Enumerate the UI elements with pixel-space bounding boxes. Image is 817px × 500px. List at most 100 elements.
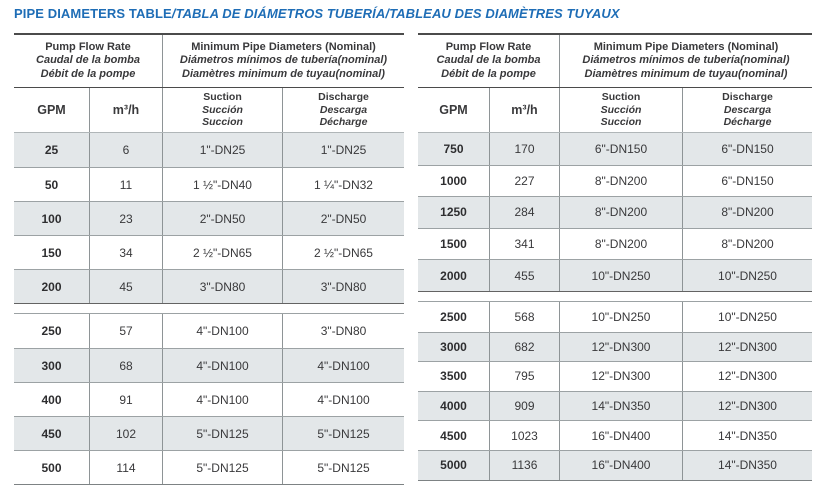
m3h-cell: 1023 bbox=[490, 421, 560, 450]
discharge-cell: 14"-DN350 bbox=[718, 458, 777, 473]
gpm-cell: 150 bbox=[14, 236, 90, 269]
discharge-cell: 4"-DN100 bbox=[317, 392, 370, 407]
m3h-cell: 795 bbox=[490, 362, 560, 391]
table-subheader: GPM m³/h Suction Succión Succion Dischar… bbox=[14, 88, 404, 133]
gpm-column-header: GPM bbox=[418, 88, 490, 132]
discharge-column-header: Discharge Descarga Décharge bbox=[683, 88, 812, 132]
suction-cell: 14"-DN350 bbox=[560, 391, 683, 421]
suction-header-es: Succión bbox=[202, 103, 243, 116]
table-row: 200 45 3"-DN80 3"-DN80 bbox=[14, 269, 404, 303]
suction-cell: 4"-DN100 bbox=[163, 349, 283, 382]
table-row: 750 170 6"-DN150 6"-DN150 bbox=[418, 133, 812, 165]
gpm-cell: 1000 bbox=[418, 165, 490, 197]
suction-header-en: Suction bbox=[203, 91, 242, 104]
gpm-cell: 50 bbox=[14, 168, 90, 201]
discharge-cell: 14"-DN350 bbox=[718, 428, 777, 443]
discharge-cell: 1 ¼"-DN32 bbox=[314, 177, 373, 192]
gpm-cell: 400 bbox=[14, 383, 90, 416]
gpm-cell: 500 bbox=[14, 451, 90, 484]
suction-cell: 2 ½"-DN65 bbox=[163, 236, 283, 269]
table-section-max-flow: 2500 568 10"-DN250 10"-DN250 3000 682 12"-DN30… bbox=[418, 300, 812, 481]
m3h-cell: 170 bbox=[490, 133, 560, 165]
suction-cell: 4"-DN100 bbox=[163, 383, 283, 416]
discharge-cell: 10"-DN250 bbox=[718, 309, 777, 324]
m3h-cell: 114 bbox=[90, 451, 163, 484]
diameters-header-en: Minimum Pipe Diameters (Nominal) bbox=[593, 40, 779, 53]
discharge-header-en: Discharge bbox=[318, 91, 369, 104]
gpm-cell: 1250 bbox=[418, 197, 490, 228]
m3h-cell: 284 bbox=[490, 197, 560, 228]
pipe-table-right: Pump Flow Rate Caudal de la bomba Débit … bbox=[418, 33, 812, 481]
flow-rate-header-es: Caudal de la bomba bbox=[436, 54, 541, 67]
table-row: 3500 795 12"-DN300 12"-DN300 bbox=[418, 361, 812, 391]
diameters-header-fr: Diamètres minimum de tuyau(nominal) bbox=[182, 67, 385, 80]
suction-cell: 3"-DN80 bbox=[163, 270, 283, 303]
diameters-header: Minimum Pipe Diameters (Nominal) Diámetr… bbox=[560, 35, 812, 87]
diameters-header-es: Diámetros mínimos de tubería(nominal) bbox=[582, 54, 790, 67]
table-subheader: GPM m³/h Suction Succión Succion Dischar… bbox=[418, 88, 812, 133]
suction-column-header: Suction Succión Succion bbox=[560, 88, 683, 132]
diameters-header-fr: Diamètres minimum de tuyau(nominal) bbox=[584, 67, 788, 80]
suction-header-es: Succión bbox=[600, 103, 642, 116]
table-section-low-flow: 25 6 1"-DN25 1"-DN25 50 11 1 ½"-DN40 1 ¼"-DN32 1… bbox=[14, 133, 404, 304]
suction-cell: 5"-DN125 bbox=[163, 417, 283, 450]
table-row: 4000 909 14"-DN350 12"-DN300 bbox=[418, 390, 812, 421]
suction-cell: 10"-DN250 bbox=[560, 260, 683, 291]
table-row: 2500 568 10"-DN250 10"-DN250 bbox=[418, 301, 812, 332]
section-gap bbox=[418, 292, 812, 301]
table-row: 3000 682 12"-DN300 12"-DN300 bbox=[418, 331, 812, 362]
table-row: 400 91 4"-DN100 4"-DN100 bbox=[14, 382, 404, 416]
flow-rate-header-es: Caudal de la bomba bbox=[36, 54, 140, 67]
discharge-header-es: Descarga bbox=[319, 103, 368, 116]
gpm-cell: 4500 bbox=[418, 421, 490, 450]
flow-rate-header-en: Pump Flow Rate bbox=[445, 40, 532, 53]
discharge-header-en: Discharge bbox=[722, 91, 773, 104]
table-row: 500 114 5"-DN125 5"-DN125 bbox=[14, 450, 404, 484]
page-title-en: PIPE DIAMETERS TABLE bbox=[14, 6, 172, 21]
m3h-cell: 57 bbox=[90, 314, 163, 348]
table-row: 150 34 2 ½"-DN65 2 ½"-DN65 bbox=[14, 235, 404, 269]
flow-rate-header: Pump Flow Rate Caudal de la bomba Débit … bbox=[418, 35, 560, 87]
discharge-cell: 12"-DN300 bbox=[718, 369, 777, 384]
gpm-cell: 3500 bbox=[418, 362, 490, 391]
table-row: 1000 227 8"-DN200 6"-DN150 bbox=[418, 164, 812, 197]
table-row: 1250 284 8"-DN200 8"-DN200 bbox=[418, 196, 812, 228]
discharge-cell: 2 ½"-DN65 bbox=[314, 245, 373, 260]
gpm-cell: 300 bbox=[14, 349, 90, 382]
suction-header-fr: Succion bbox=[202, 116, 243, 129]
gpm-cell: 750 bbox=[418, 133, 490, 165]
table-header: Pump Flow Rate Caudal de la bomba Débit … bbox=[14, 33, 404, 88]
suction-cell: 12"-DN300 bbox=[560, 362, 683, 391]
table-header: Pump Flow Rate Caudal de la bomba Débit … bbox=[418, 33, 812, 88]
table-section-mid-flow: 250 57 4"-DN100 3"-DN80 300 68 4"-DN100 4"-DN10… bbox=[14, 313, 404, 485]
suction-cell: 1"-DN25 bbox=[163, 133, 283, 167]
flow-rate-header-en: Pump Flow Rate bbox=[45, 40, 131, 53]
m3h-cell: 6 bbox=[90, 133, 163, 167]
discharge-cell: 12"-DN300 bbox=[718, 399, 777, 414]
page-title: PIPE DIAMETERS TABLE/TABLA DE DIÁMETROS … bbox=[14, 6, 620, 21]
gpm-cell: 1500 bbox=[418, 228, 490, 260]
discharge-cell: 8"-DN200 bbox=[721, 237, 774, 252]
m3h-cell: 455 bbox=[490, 260, 560, 291]
discharge-cell: 6"-DN150 bbox=[721, 173, 774, 188]
m3h-cell: 1136 bbox=[490, 450, 560, 480]
gpm-cell: 25 bbox=[14, 133, 90, 167]
suction-cell: 12"-DN300 bbox=[560, 332, 683, 362]
suction-cell: 8"-DN200 bbox=[560, 228, 683, 260]
diameters-header-es: Diámetros mínimos de tubería(nominal) bbox=[179, 54, 388, 67]
gpm-cell: 3000 bbox=[418, 332, 490, 362]
pipe-table-left: Pump Flow Rate Caudal de la bomba Débit … bbox=[14, 33, 404, 485]
suction-cell: 8"-DN200 bbox=[560, 197, 683, 228]
gpm-cell: 5000 bbox=[418, 450, 490, 480]
gpm-cell: 2000 bbox=[418, 260, 490, 291]
suction-cell: 8"-DN200 bbox=[560, 165, 683, 197]
discharge-column-header: Discharge Descarga Décharge bbox=[283, 88, 404, 132]
suction-cell: 10"-DN250 bbox=[560, 301, 683, 332]
page-title-translations: /TABLA DE DIÁMETROS TUBERÍA/TABLEAU DES … bbox=[171, 6, 620, 21]
gpm-column-header: GPM bbox=[14, 88, 90, 132]
m3h-cell: 227 bbox=[490, 165, 560, 197]
table-row: 300 68 4"-DN100 4"-DN100 bbox=[14, 348, 404, 382]
discharge-cell: 5"-DN125 bbox=[317, 460, 370, 475]
discharge-header-es: Descarga bbox=[723, 103, 772, 116]
diameters-header: Minimum Pipe Diameters (Nominal) Diámetr… bbox=[163, 35, 404, 87]
